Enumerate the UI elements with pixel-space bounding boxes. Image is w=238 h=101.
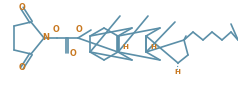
Text: O: O xyxy=(19,64,25,73)
Text: N: N xyxy=(43,33,50,42)
Text: O: O xyxy=(19,4,25,13)
Text: O: O xyxy=(53,25,59,35)
Text: H: H xyxy=(174,69,180,75)
Text: H: H xyxy=(122,44,128,50)
Text: O: O xyxy=(70,49,76,58)
Text: H: H xyxy=(150,44,156,50)
Text: O: O xyxy=(76,25,82,35)
